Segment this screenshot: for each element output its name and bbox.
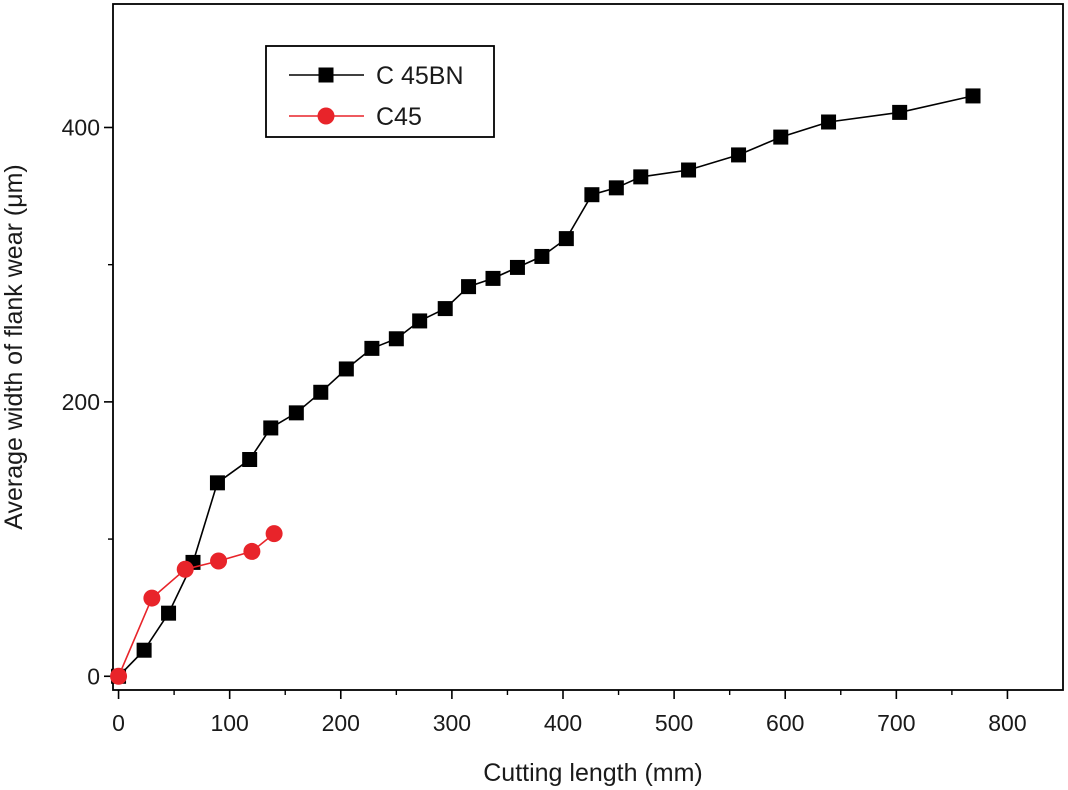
- y-tick-label: 200: [62, 389, 100, 415]
- data-point: [534, 248, 550, 264]
- data-point: [110, 667, 128, 685]
- data-point: [265, 525, 283, 543]
- data-point: [965, 88, 981, 104]
- x-tick-label: 300: [433, 710, 471, 736]
- plot-frame: [112, 3, 1064, 691]
- y-axis-ticks: 0 200 400: [62, 114, 113, 689]
- data-point: [509, 259, 525, 275]
- series-c45: [110, 525, 283, 685]
- legend-marker: [317, 107, 335, 125]
- legend-item: C45: [289, 103, 422, 131]
- data-point: [210, 552, 228, 570]
- data-point: [608, 180, 624, 196]
- data-point: [892, 104, 908, 120]
- x-tick-label: 500: [655, 710, 693, 736]
- legend-label: C45: [376, 103, 422, 131]
- data-point: [161, 605, 177, 621]
- data-point: [176, 560, 194, 578]
- data-point: [485, 270, 501, 286]
- series-layer: [110, 88, 981, 685]
- data-point: [773, 129, 789, 145]
- data-point: [388, 331, 404, 347]
- x-axis-title: Cutting length (mm): [483, 759, 703, 787]
- x-tick-label: 700: [877, 710, 915, 736]
- x-tick-label: 200: [322, 710, 360, 736]
- x-tick-label: 100: [210, 710, 248, 736]
- data-point: [461, 279, 477, 295]
- data-point: [633, 169, 649, 185]
- y-axis-title: Average width of flank wear (μm): [0, 164, 28, 529]
- legend-item: C 45BN: [289, 62, 464, 90]
- data-point: [209, 475, 225, 491]
- data-point: [821, 114, 837, 130]
- y-tick-label: 0: [87, 663, 100, 689]
- data-point: [143, 589, 161, 607]
- data-point: [288, 405, 304, 421]
- series-c45bn: [111, 88, 981, 684]
- data-point: [242, 452, 258, 468]
- x-tick-label: 400: [544, 710, 582, 736]
- data-point: [364, 340, 380, 356]
- data-point: [731, 147, 747, 163]
- data-point: [558, 231, 574, 247]
- legend-box: [265, 45, 495, 138]
- x-axis-ticks: 0 100 200 300 400 500 600 700 800: [112, 690, 1027, 736]
- legend-items: C 45BN C45: [289, 62, 464, 131]
- y-tick-label: 400: [62, 114, 100, 140]
- data-point: [313, 384, 329, 400]
- data-point: [243, 542, 261, 560]
- data-point: [136, 642, 152, 658]
- data-point: [338, 361, 354, 377]
- data-point: [681, 162, 697, 178]
- x-tick-label: 0: [112, 710, 125, 736]
- legend-label: C 45BN: [376, 62, 464, 90]
- legend-marker: [318, 67, 334, 83]
- legend: C 45BN C45: [265, 45, 495, 138]
- data-point: [412, 313, 428, 329]
- x-tick-label: 800: [988, 710, 1026, 736]
- data-point: [437, 301, 453, 317]
- data-point: [584, 187, 600, 203]
- data-point: [263, 420, 279, 436]
- series-line: [118, 95, 974, 677]
- x-tick-label: 600: [766, 710, 804, 736]
